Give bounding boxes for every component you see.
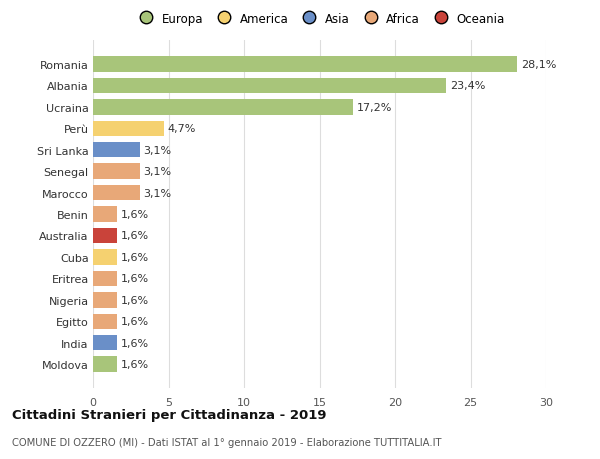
Text: 1,6%: 1,6%	[121, 231, 149, 241]
Bar	[93, 143, 140, 158]
Text: 3,1%: 3,1%	[143, 167, 172, 177]
Text: 1,6%: 1,6%	[121, 210, 149, 219]
Legend: Europa, America, Asia, Africa, Oceania: Europa, America, Asia, Africa, Oceania	[134, 12, 505, 26]
Text: 28,1%: 28,1%	[521, 60, 556, 70]
Bar	[93, 271, 117, 286]
Bar	[93, 357, 117, 372]
Bar	[93, 57, 517, 73]
Bar	[93, 292, 117, 308]
Text: 23,4%: 23,4%	[450, 81, 485, 91]
Bar	[93, 207, 117, 222]
Text: COMUNE DI OZZERO (MI) - Dati ISTAT al 1° gennaio 2019 - Elaborazione TUTTITALIA.: COMUNE DI OZZERO (MI) - Dati ISTAT al 1°…	[12, 437, 442, 447]
Text: 17,2%: 17,2%	[356, 102, 392, 112]
Bar	[93, 228, 117, 244]
Bar	[93, 185, 140, 201]
Text: 1,6%: 1,6%	[121, 359, 149, 369]
Text: 1,6%: 1,6%	[121, 274, 149, 284]
Bar	[93, 100, 353, 115]
Bar	[93, 335, 117, 351]
Bar	[93, 314, 117, 329]
Text: 1,6%: 1,6%	[121, 338, 149, 348]
Bar	[93, 164, 140, 179]
Text: 3,1%: 3,1%	[143, 188, 172, 198]
Text: Cittadini Stranieri per Cittadinanza - 2019: Cittadini Stranieri per Cittadinanza - 2…	[12, 408, 326, 421]
Text: 4,7%: 4,7%	[168, 124, 196, 134]
Text: 1,6%: 1,6%	[121, 317, 149, 327]
Text: 1,6%: 1,6%	[121, 252, 149, 263]
Text: 3,1%: 3,1%	[143, 146, 172, 155]
Bar	[93, 250, 117, 265]
Bar	[93, 121, 164, 137]
Bar	[93, 78, 446, 94]
Text: 1,6%: 1,6%	[121, 295, 149, 305]
